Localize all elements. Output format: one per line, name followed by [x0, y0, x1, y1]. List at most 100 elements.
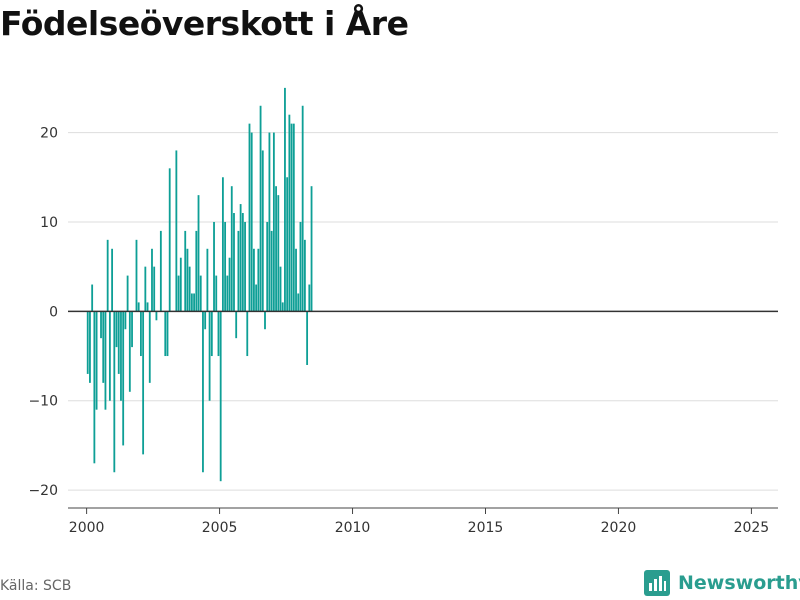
bar: [106, 239, 109, 312]
bar: [91, 284, 94, 312]
bar: [290, 123, 293, 312]
bar: [270, 230, 273, 312]
bar: [128, 311, 131, 392]
bar: [253, 248, 255, 312]
bar: [166, 311, 169, 357]
x-tick-label: 2005: [202, 520, 238, 536]
chart-title: Födelseöverskott i Åre: [0, 4, 409, 43]
bar-chart: −20 −10 0 10 20 2000 2005 2010 2015 2020 2025: [28, 87, 778, 536]
y-tick-label: −20: [28, 483, 58, 499]
bar: [179, 257, 182, 312]
bar: [237, 230, 240, 312]
bar: [117, 311, 120, 374]
bar: [204, 311, 207, 330]
bar: [100, 311, 102, 339]
bar: [299, 221, 302, 312]
bar: [244, 221, 246, 312]
y-tick-label: 10: [40, 215, 58, 231]
bar: [224, 221, 227, 312]
axes: −20 −10 0 10 20 2000 2005 2010 2015 2020 2025: [28, 126, 778, 536]
bar: [233, 213, 235, 312]
bar: [155, 311, 158, 321]
bar: [102, 311, 105, 383]
bar: [217, 311, 220, 357]
bar: [137, 302, 140, 312]
bar: [239, 204, 242, 312]
bar: [288, 114, 291, 312]
bar: [303, 239, 306, 312]
bar: [310, 186, 313, 312]
grid-lines: [68, 132, 778, 491]
bar: [286, 177, 289, 312]
bar: [135, 239, 138, 312]
bar: [131, 311, 133, 348]
bar: [122, 311, 125, 446]
bar: [306, 311, 309, 365]
bar: [259, 105, 262, 312]
bar: [186, 248, 189, 312]
bar: [104, 311, 107, 410]
bar: [275, 186, 277, 312]
bar: [111, 248, 114, 312]
bar: [86, 311, 89, 374]
bar: [199, 275, 202, 312]
bar: [195, 230, 198, 312]
bar: [164, 311, 167, 357]
bar: [184, 230, 187, 312]
bar: [202, 311, 204, 473]
bar: [89, 311, 91, 383]
bar: [215, 275, 218, 312]
bar: [268, 132, 271, 312]
bar: [281, 302, 284, 312]
bar: [193, 293, 195, 312]
bar: [248, 123, 251, 312]
bars: [86, 87, 313, 482]
source-note: Källa: SCB: [0, 578, 72, 594]
bar: [95, 311, 98, 410]
bar: [124, 311, 127, 330]
bar: [241, 213, 244, 312]
bar: [213, 221, 215, 312]
bar: [297, 293, 300, 312]
bar: [175, 150, 178, 312]
bar: [177, 275, 180, 312]
bar-chart-logo-icon: [644, 570, 670, 596]
bar: [250, 132, 253, 312]
x-tick-label: 2020: [601, 520, 637, 536]
bar: [126, 275, 129, 312]
x-tick-label: 2010: [335, 520, 371, 536]
brand[interactable]: Newsworthy: [644, 570, 800, 596]
x-tick-label: 2025: [734, 520, 770, 536]
bar: [295, 248, 297, 312]
bar: [140, 311, 142, 357]
bar: [301, 105, 304, 312]
bar: [246, 311, 249, 357]
bar: [266, 221, 269, 312]
y-tick-label: 0: [49, 304, 58, 320]
bar: [277, 195, 280, 312]
bar: [142, 311, 145, 455]
bar: [235, 311, 238, 339]
y-tick-label: 20: [40, 126, 58, 142]
bar: [159, 230, 162, 312]
bar: [221, 177, 224, 312]
bar: [208, 311, 211, 401]
bar: [226, 275, 229, 312]
bar: [190, 293, 193, 312]
bar: [168, 168, 171, 312]
bar: [206, 248, 209, 312]
bar: [108, 311, 111, 401]
bar: [93, 311, 96, 464]
bar: [230, 186, 233, 312]
bar: [151, 248, 153, 312]
bar: [279, 266, 282, 312]
bar: [228, 257, 231, 312]
brand-name: Newsworthy: [678, 572, 800, 594]
bar: [144, 266, 147, 312]
bar: [188, 266, 191, 312]
bar: [272, 132, 275, 312]
bar: [210, 311, 213, 357]
bar: [284, 87, 286, 312]
bar: [292, 123, 295, 312]
bar: [148, 311, 151, 383]
